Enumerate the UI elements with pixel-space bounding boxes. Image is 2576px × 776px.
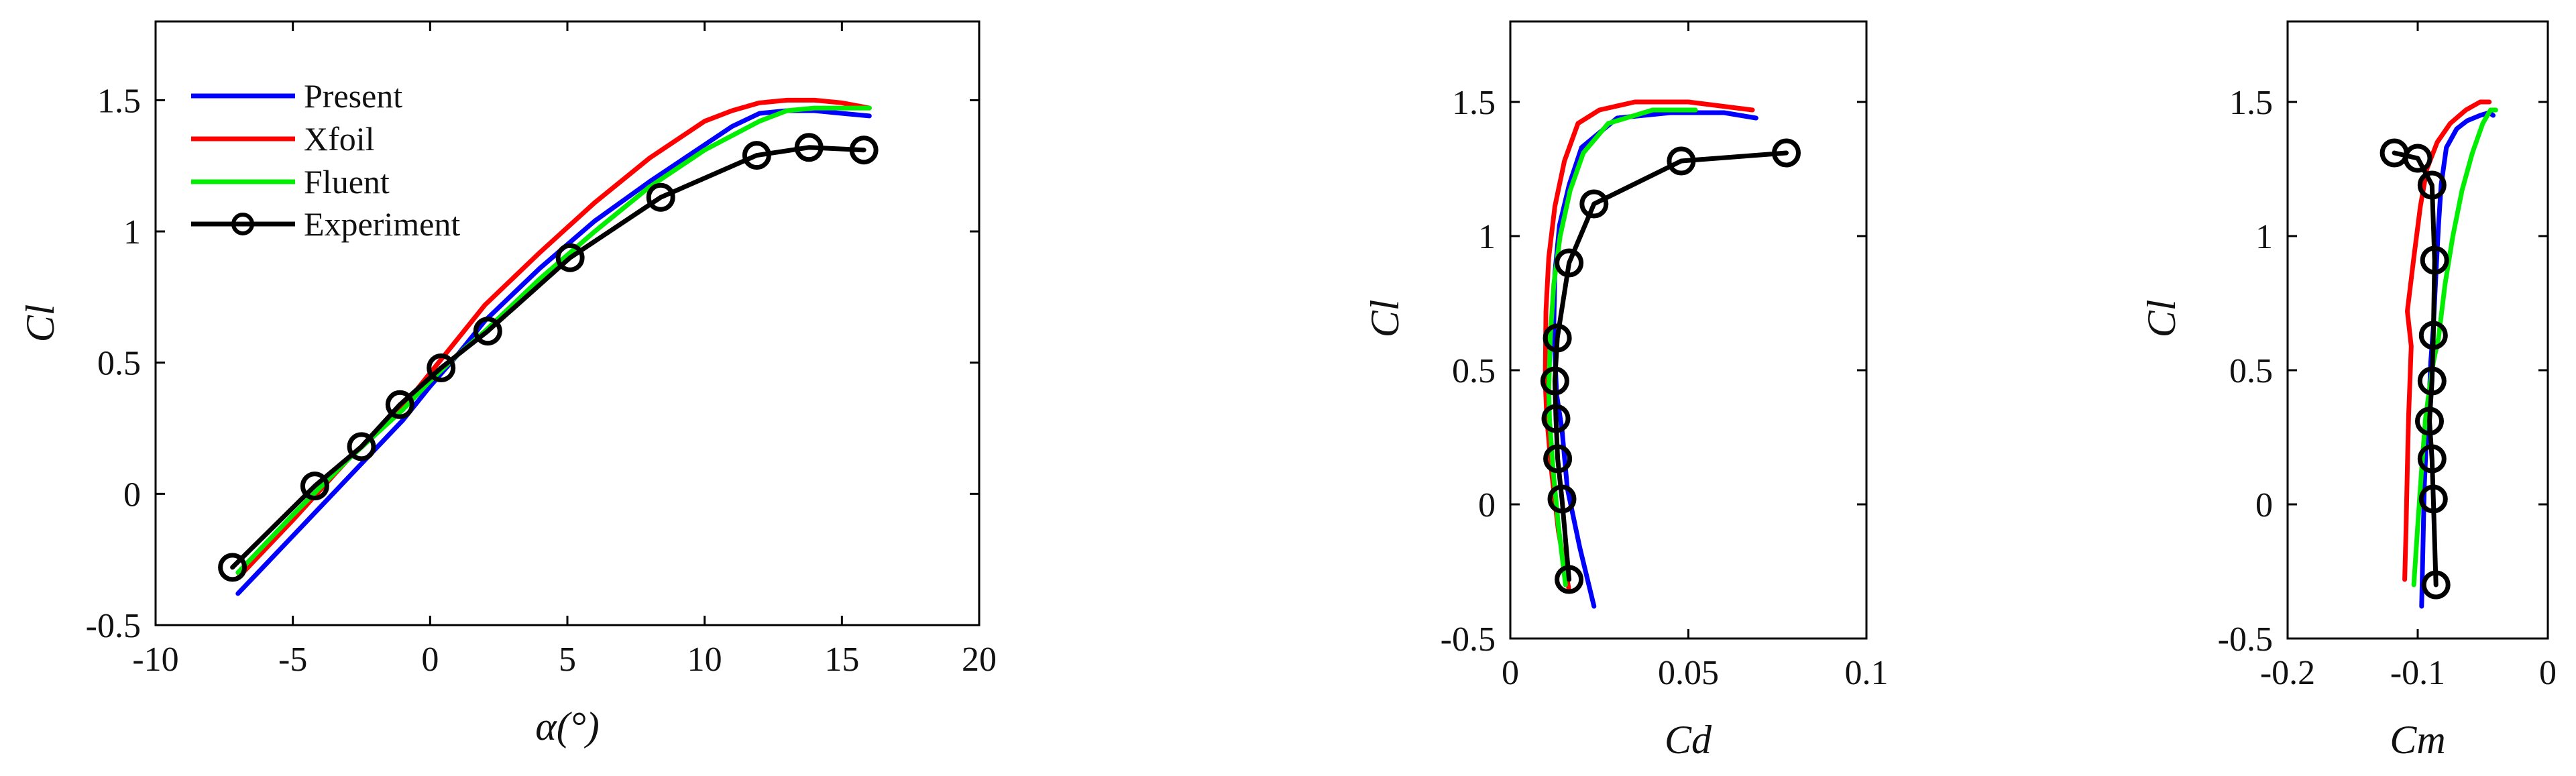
data-point-experiment: [1547, 484, 1577, 514]
data-point-experiment: [2379, 138, 2409, 168]
y-tick-label: -0.5: [2218, 620, 2273, 659]
x-tick-label: 0.1: [1845, 654, 1889, 692]
data-point-experiment: [1543, 323, 1572, 353]
series-line-experiment: [1552, 150, 1789, 582]
legend-label-fluent: Fluent: [304, 163, 390, 201]
data-point-experiment: [427, 353, 456, 382]
data-point-experiment: [2417, 366, 2447, 396]
series-line-experiment: [230, 145, 866, 570]
y-tick-label: 0.5: [2229, 352, 2273, 390]
series-line-experiment: [2392, 150, 2439, 588]
y-tick-label: 0: [123, 476, 141, 514]
x-axis-label: Cm: [2390, 718, 2445, 762]
legend-label-present: Present: [304, 77, 402, 115]
data-point-experiment: [742, 141, 771, 170]
data-point-experiment: [646, 182, 675, 212]
data-point-experiment: [1579, 189, 1609, 219]
x-tick-label: -0.2: [2260, 654, 2315, 692]
data-point-experiment: [385, 390, 414, 419]
y-tick-label: 0: [2255, 486, 2273, 524]
data-point-experiment: [2415, 406, 2444, 436]
y-tick-label: 0.5: [1452, 352, 1496, 390]
x-tick-label: -0.1: [2390, 654, 2445, 692]
data-point-experiment: [218, 553, 247, 582]
data-point-experiment: [1543, 444, 1573, 474]
data-point-experiment: [300, 472, 329, 501]
legend: Present Xfoil Fluent Experiment: [191, 77, 460, 243]
data-point-experiment: [1541, 404, 1571, 433]
data-point-experiment: [1772, 138, 1801, 168]
data-point-experiment: [794, 133, 824, 162]
data-point-experiment: [1667, 146, 1696, 176]
y-tick-label: -0.5: [1441, 620, 1496, 659]
x-tick-label: 0.05: [1658, 654, 1719, 692]
data-point-experiment: [2418, 484, 2448, 514]
data-point-experiment: [473, 317, 502, 346]
series-line-xfoil: [2402, 99, 2492, 582]
data-point-experiment: [1555, 565, 1584, 594]
legend-label-xfoil: Xfoil: [304, 120, 375, 158]
chart-cl-alpha: -10 -5 0 5 10 15 20 -0.5 0 0.5 1 1.5 Present Xfoil …: [18, 20, 997, 749]
chart-cl-cd: 0 0.05 0.1-0.500.511.5 Cd Cl: [1363, 20, 1889, 762]
y-axis-label: Cl: [1363, 300, 1407, 338]
y-tick-label: 1: [123, 213, 141, 252]
y-tick-label: 1.5: [97, 82, 141, 120]
x-tick-label: 5: [559, 641, 576, 679]
data-point-experiment: [2417, 444, 2447, 474]
x-tick-label: 10: [687, 641, 722, 679]
y-tick-label: 0.5: [97, 345, 141, 383]
data-point-experiment: [2421, 570, 2451, 600]
y-tick-label: -0.5: [86, 607, 141, 645]
y-tick-label: 1: [2255, 218, 2273, 256]
legend-label-experiment: Experiment: [304, 205, 460, 243]
data-point-experiment: [1540, 366, 1569, 396]
x-tick-label: 0: [1502, 654, 1519, 692]
x-tick-label: 20: [962, 641, 997, 679]
x-tick-label: -5: [278, 641, 307, 679]
data-point-experiment: [2418, 321, 2448, 350]
y-axis-label: Cl: [18, 304, 62, 343]
data-point-experiment: [849, 135, 879, 165]
x-axis-label: Cd: [1665, 718, 1712, 762]
y-tick-label: 1.5: [1452, 84, 1496, 122]
data-point-experiment: [1555, 248, 1584, 278]
plot-area: [218, 97, 879, 596]
chart-cl-cm: -0.2 -0.1 0 -0.5 0 0.5 1 1.5 Cm Cl: [2139, 20, 2557, 762]
legend-marker-experiment: [231, 213, 254, 235]
data-point-experiment: [347, 432, 376, 461]
data-point-experiment: [2420, 245, 2449, 275]
plot-area: [1540, 99, 1801, 609]
x-tick-label: 0: [2539, 654, 2557, 692]
data-point-experiment: [2417, 170, 2447, 200]
y-axis-label: Cl: [2139, 300, 2184, 338]
y-tick-label: 1.5: [2229, 84, 2273, 122]
y-tick-label: 1: [1478, 218, 1496, 256]
x-tick-label: 0: [421, 641, 439, 679]
y-tick-label: 0: [1478, 486, 1496, 524]
x-tick-label: 15: [824, 641, 859, 679]
data-point-experiment: [555, 243, 585, 272]
x-axis-label: α(°): [535, 704, 599, 749]
plot-area: [2379, 99, 2498, 609]
x-tick-label: -10: [132, 641, 178, 679]
